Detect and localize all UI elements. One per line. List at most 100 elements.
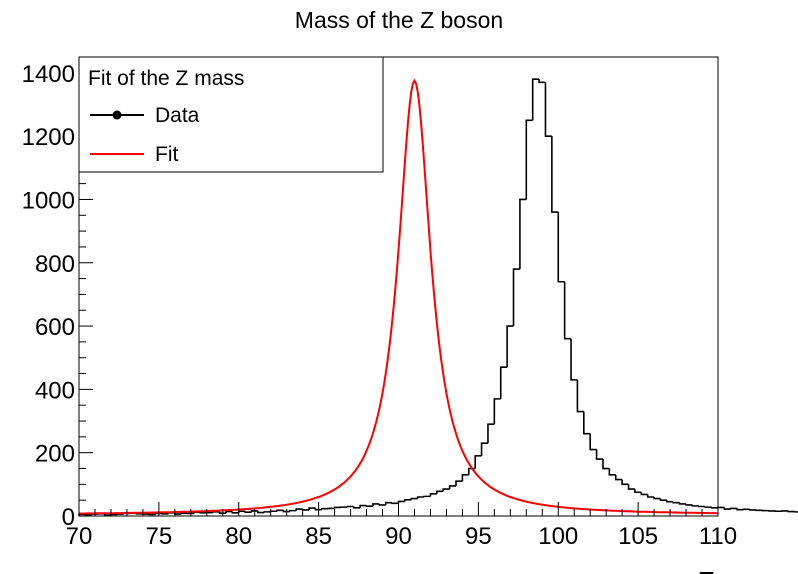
- histogram-bin: [704, 506, 712, 508]
- legend-data-label: Data: [155, 104, 200, 127]
- histogram-bin: [563, 281, 572, 340]
- legend-title: Fit of the Z mass: [88, 67, 244, 90]
- histogram-bin: [269, 510, 278, 513]
- histogram-bin: [404, 499, 412, 502]
- histogram-bin: [321, 507, 329, 510]
- histogram-bin: [199, 512, 207, 514]
- histogram-bin: [538, 79, 546, 84]
- histogram-bin: [480, 442, 488, 456]
- histogram-bin: [646, 494, 655, 498]
- histogram-bin: [359, 504, 367, 508]
- chart-title: Mass of the Z boson: [295, 7, 503, 33]
- histogram-bin: [442, 488, 450, 492]
- x-tick-label: 75: [146, 523, 173, 550]
- x-tick-label: 95: [465, 523, 492, 550]
- histogram-bin: [276, 509, 284, 512]
- x-axis: 70 75 80 85 90 95 100 105 110: [66, 502, 737, 550]
- y-tick-label: 1000: [22, 187, 75, 214]
- histogram-bin: [506, 325, 514, 368]
- histogram-bin: [589, 433, 597, 451]
- histogram-bin: [691, 504, 699, 507]
- histogram-bin: [384, 501, 393, 505]
- histogram-bin: [218, 511, 226, 514]
- histogram-bin: [225, 510, 233, 514]
- histogram-bin: [512, 268, 520, 327]
- histogram-bin: [391, 502, 399, 505]
- histogram-bin: [729, 507, 738, 510]
- histogram-bin: [257, 510, 265, 514]
- histogram-bin: [723, 507, 731, 510]
- fit-line: [79, 78, 718, 515]
- histogram-bin: [627, 484, 635, 490]
- histogram-bin: [710, 506, 718, 509]
- y-tick-label: 1400: [22, 61, 75, 88]
- y-tick-label: 800: [35, 251, 75, 278]
- histogram-bin: [295, 508, 303, 511]
- histogram-bin: [621, 479, 629, 486]
- histogram-bin: [602, 459, 610, 470]
- histogram-bin: [531, 78, 540, 121]
- y-tick-label: 600: [35, 314, 75, 341]
- x-tick-label: 110: [699, 523, 737, 550]
- x-tick-label: 90: [385, 523, 412, 550]
- histogram-bin: [372, 503, 380, 507]
- y-tick-label: 0: [62, 504, 75, 531]
- histogram-bin: [493, 398, 501, 425]
- histogram-bin: [333, 506, 341, 509]
- histogram-bin: [634, 489, 642, 494]
- x-tick-label: 70: [66, 523, 93, 550]
- histogram-bin: [672, 501, 680, 504]
- histogram-bin: [525, 119, 533, 200]
- legend-data-marker-icon: [112, 110, 122, 120]
- histogram-bin: [499, 366, 508, 399]
- histogram-bin: [659, 498, 667, 501]
- histogram-bin: [595, 449, 603, 460]
- histogram-bin: [250, 510, 258, 513]
- x-axis-title: E: [698, 566, 715, 574]
- histogram-bin: [787, 510, 795, 513]
- histogram-bin: [544, 82, 552, 137]
- histogram-bin: [423, 495, 431, 498]
- y-tick-label: 1200: [22, 124, 75, 151]
- histogram-bin: [749, 509, 757, 511]
- histogram-bin: [282, 510, 290, 513]
- histogram-bin: [289, 509, 297, 512]
- legend-fit-label: Fit: [155, 143, 178, 166]
- histogram-bin: [698, 505, 706, 508]
- y-tick-label: 200: [35, 441, 75, 468]
- histogram-bin: [557, 212, 565, 283]
- histogram-bin: [365, 505, 373, 507]
- histogram-bin: [736, 508, 744, 511]
- y-axis: 0 200 400 600 800 1000 1200 1400: [22, 56, 93, 531]
- histogram-bin: [180, 512, 188, 515]
- histogram-bin: [308, 507, 316, 510]
- histogram-bin: [263, 511, 271, 513]
- histogram-bin: [346, 505, 354, 508]
- histogram-bin: [614, 474, 623, 481]
- histogram-bin: [244, 511, 252, 514]
- histogram-bin: [487, 423, 495, 444]
- histogram-bin: [576, 379, 584, 413]
- histogram-bin: [608, 468, 616, 476]
- histogram-bin: [448, 485, 457, 490]
- histogram-bin: [314, 508, 322, 511]
- histogram-bin: [110, 513, 118, 516]
- histogram-bin: [640, 492, 648, 496]
- histogram-bin: [678, 502, 687, 505]
- histogram-bin: [231, 511, 239, 514]
- x-tick-label: 80: [225, 523, 252, 550]
- histogram-bin: [653, 497, 661, 500]
- histogram-bin: [570, 338, 578, 381]
- histogram-bin: [685, 503, 693, 506]
- histogram-bin: [352, 506, 361, 509]
- histogram-bin: [583, 411, 591, 435]
- histogram-bin: [551, 136, 559, 213]
- histogram-bin: [666, 500, 674, 503]
- y-tick-label: 400: [35, 377, 75, 404]
- fit-curve: [79, 78, 718, 515]
- histogram-bin: [436, 490, 444, 494]
- histogram-bin: [378, 503, 386, 506]
- histogram-bin: [416, 496, 425, 499]
- histogram-bin: [429, 493, 437, 497]
